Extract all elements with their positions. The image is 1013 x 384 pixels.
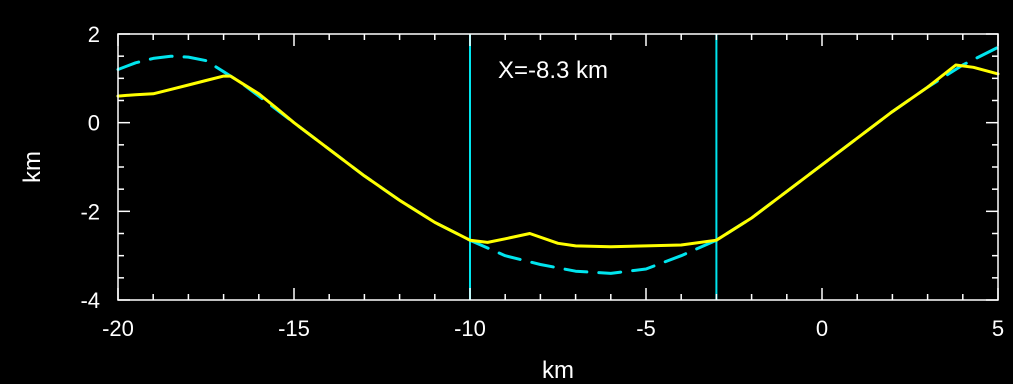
x-tick-label: -5 — [636, 316, 656, 341]
tick-layer: -20 -15 -10 -5 0 5-4-202 — [80, 22, 1004, 341]
annotation-label: X=-8.3 km — [498, 57, 608, 84]
vertical-lines — [469, 34, 718, 300]
x-tick-label: -20 — [102, 316, 134, 341]
y-axis-label: km — [19, 151, 46, 183]
x-tick-label: -15 — [278, 316, 310, 341]
series-line-solid — [116, 63, 1000, 249]
y-tick-label: 2 — [88, 22, 100, 47]
y-tick-label: -4 — [80, 288, 100, 313]
y-tick-label: 0 — [88, 111, 100, 136]
x-tick-label: -10 — [454, 316, 486, 341]
x-tick-label: 0 — [816, 316, 828, 341]
x-tick-label: 5 — [992, 316, 1004, 341]
x-axis-label: km — [542, 357, 574, 384]
y-tick-label: -2 — [80, 199, 100, 224]
series-layer — [116, 45, 1000, 275]
